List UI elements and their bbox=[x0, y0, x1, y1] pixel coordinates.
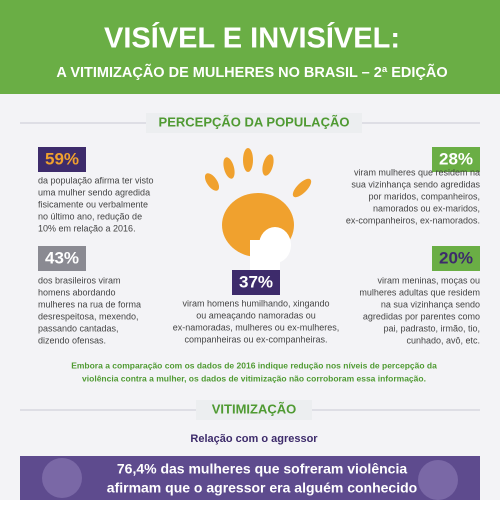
subtitle: A VITIMIZAÇÃO DE MULHERES NO BRASIL – 2ª… bbox=[56, 63, 447, 81]
stat-text: 10% em relação a 2016. bbox=[38, 223, 136, 233]
stat-text: sua vizinhança sendo agredidas bbox=[351, 179, 480, 189]
stat-text: na sua vizinhança sendo bbox=[381, 299, 480, 309]
title: VISÍVEL E INVISÍVEL: bbox=[104, 21, 400, 55]
section-heading: VITIMIZAÇÃO bbox=[212, 401, 297, 416]
stat-text: mulheres na rua de forma bbox=[38, 299, 141, 309]
stat-box bbox=[38, 147, 86, 172]
stat-text: dos brasileiros viram bbox=[38, 275, 121, 285]
stat-text: viram mulheres que residem na bbox=[354, 167, 480, 177]
stat-text: ex-companheiros, ex-namorados. bbox=[346, 215, 480, 225]
stat-text: fisicamente ou verbalmente bbox=[38, 199, 148, 209]
stat-box bbox=[432, 246, 480, 271]
banner-text: 76,4% das mulheres que sofreram violênci… bbox=[117, 461, 407, 477]
stat-box bbox=[232, 270, 280, 295]
heading-box bbox=[196, 400, 312, 420]
note: Embora a comparação com os dados de 2016… bbox=[71, 360, 437, 370]
stat-text: namorados ou ex-maridos, bbox=[373, 203, 480, 213]
stats: 59% da população afirma ter visto uma mulh… bbox=[38, 147, 480, 345]
stat-text: companheiras ou ex-companheiras. bbox=[184, 334, 327, 344]
stat-text: agredidas por parentes como bbox=[363, 311, 480, 321]
stat-text: pai, padrasto, irmão, tio, bbox=[383, 323, 480, 333]
stat-value: 20% bbox=[439, 248, 473, 267]
stat-value: 59% bbox=[45, 149, 79, 168]
hand-icon bbox=[204, 148, 312, 270]
stat-value: 28% bbox=[439, 149, 473, 168]
silhouette bbox=[418, 460, 458, 500]
heading-box bbox=[146, 113, 362, 133]
silhouette bbox=[42, 458, 82, 498]
stat-text: dizendo ofensas. bbox=[38, 335, 106, 345]
stat-text: no último ano, redução de bbox=[38, 211, 142, 221]
stat-text: ex-namoradas, mulheres ou ex-mulheres, bbox=[173, 322, 340, 332]
stat-box bbox=[38, 246, 86, 271]
stat-text: homens abordando bbox=[38, 287, 116, 297]
stat-text: passando cantadas, bbox=[38, 323, 119, 333]
banner-text: afirmam que o agressor era alguém conhec… bbox=[107, 480, 417, 496]
stat-value: 37% bbox=[239, 272, 273, 291]
stat-text: desrespeitosa, mexendo, bbox=[38, 311, 139, 321]
subheading: Relação com o agressor bbox=[190, 433, 318, 445]
stat-text: uma mulher sendo agredida bbox=[38, 187, 150, 197]
stat-text: viram homens humilhando, xingando bbox=[182, 298, 329, 308]
stat-text: ou ameaçando namoradas ou bbox=[196, 310, 316, 320]
stat-text: cunhado, avô, etc. bbox=[406, 335, 480, 345]
stat-text: viram meninas, moças ou bbox=[377, 275, 480, 285]
stat-value: 43% bbox=[45, 248, 79, 267]
header-band bbox=[0, 0, 500, 94]
stat-box bbox=[432, 147, 480, 172]
stat-text: por maridos, companheiros, bbox=[368, 191, 480, 201]
note: violência contra a mulher, os dados de v… bbox=[82, 373, 426, 383]
section-heading: PERCEPÇÃO DA POPULAÇÃO bbox=[159, 114, 350, 129]
stat-text: mulheres adultas que residem bbox=[359, 287, 480, 297]
banner bbox=[20, 456, 480, 500]
stat-text: da população afirma ter visto bbox=[38, 175, 154, 185]
